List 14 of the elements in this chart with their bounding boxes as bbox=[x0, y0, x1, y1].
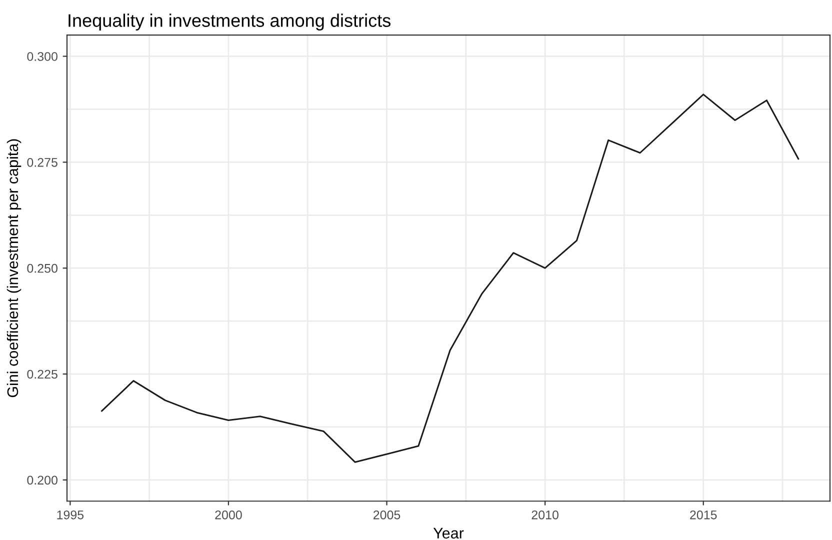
y-tick-label: 0.225 bbox=[27, 370, 58, 379]
x-tick-label: 2000 bbox=[215, 510, 242, 520]
x-tick-label: 2005 bbox=[373, 510, 400, 520]
y-tick-label: 0.200 bbox=[27, 476, 58, 485]
y-tick-label: 0.300 bbox=[27, 52, 58, 61]
y-tick-label: 0.250 bbox=[27, 264, 58, 273]
x-tick-label: 2015 bbox=[690, 510, 717, 520]
x-axis-title: Year bbox=[433, 528, 464, 539]
chart-title: Inequality in investments among districts bbox=[68, 14, 390, 31]
y-tick-label: 0.275 bbox=[27, 158, 58, 167]
y-axis-title: Gini coefficient (investment per capita) bbox=[6, 139, 22, 398]
x-tick-label: 2010 bbox=[532, 510, 558, 520]
x-tick-label: 1995 bbox=[57, 510, 84, 520]
line-series bbox=[101, 94, 800, 463]
